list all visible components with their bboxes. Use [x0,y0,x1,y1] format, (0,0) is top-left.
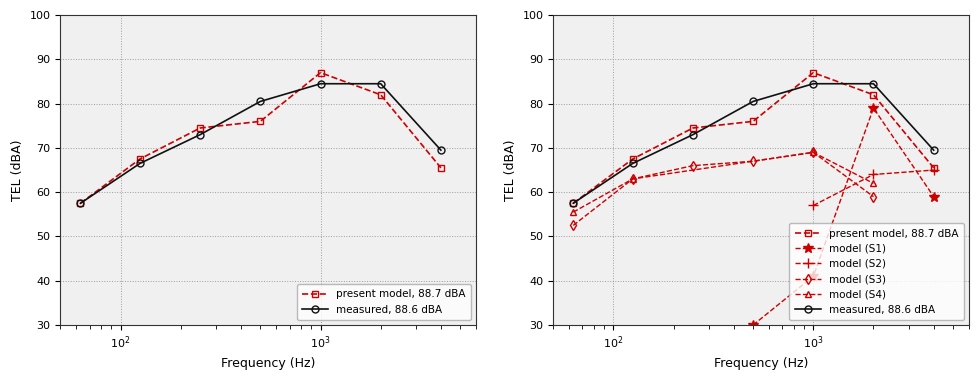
measured, 88.6 dBA [687,132,699,137]
measured, 88.6 dBA [435,148,447,152]
present model, 88.7 dBA [747,119,759,124]
measured, 88.6 dBA [808,82,819,86]
model (S3) [567,223,579,228]
measured, 88.6 dBA [627,161,639,166]
measured, 88.6 dBA [928,148,940,152]
model (S2) [867,172,879,177]
model (S3) [808,150,819,155]
measured, 88.6 dBA [747,99,759,104]
model (S2) [808,203,819,208]
Y-axis label: TEL (dBA): TEL (dBA) [11,139,24,201]
present model, 88.7 dBA [928,166,940,170]
X-axis label: Frequency (Hz): Frequency (Hz) [221,357,316,370]
present model, 88.7 dBA [567,201,579,206]
present model, 88.7 dBA [374,93,386,97]
model (S4) [627,177,639,181]
model (S3) [687,163,699,168]
model (S1) [867,106,879,110]
model (S2) [928,168,940,172]
present model, 88.7 dBA [687,126,699,130]
model (S3) [747,159,759,163]
measured, 88.6 dBA [374,82,386,86]
Y-axis label: TEL (dBA): TEL (dBA) [504,139,516,201]
measured, 88.6 dBA [74,201,86,206]
Legend: present model, 88.7 dBA, model (S1), model (S2), model (S3), model (S4), measure: present model, 88.7 dBA, model (S1), mod… [789,223,963,320]
present model, 88.7 dBA [315,70,326,75]
model (S3) [627,177,639,181]
present model, 88.7 dBA [808,70,819,75]
Line: measured, 88.6 dBA: measured, 88.6 dBA [569,80,937,207]
Line: measured, 88.6 dBA: measured, 88.6 dBA [77,80,444,207]
Line: model (S1): model (S1) [749,103,939,330]
measured, 88.6 dBA [255,99,267,104]
present model, 88.7 dBA [134,157,146,161]
measured, 88.6 dBA [867,82,879,86]
measured, 88.6 dBA [315,82,326,86]
model (S4) [867,181,879,186]
model (S4) [808,150,819,155]
present model, 88.7 dBA [435,166,447,170]
present model, 88.7 dBA [194,126,206,130]
measured, 88.6 dBA [567,201,579,206]
present model, 88.7 dBA [255,119,267,124]
Line: present model, 88.7 dBA: present model, 88.7 dBA [569,69,937,207]
model (S3) [867,194,879,199]
model (S1) [747,323,759,327]
model (S1) [808,274,819,279]
measured, 88.6 dBA [134,161,146,166]
measured, 88.6 dBA [194,132,206,137]
present model, 88.7 dBA [74,201,86,206]
Line: model (S2): model (S2) [808,165,939,210]
X-axis label: Frequency (Hz): Frequency (Hz) [713,357,808,370]
present model, 88.7 dBA [867,93,879,97]
Line: model (S4): model (S4) [569,149,877,216]
model (S4) [567,210,579,215]
Line: present model, 88.7 dBA: present model, 88.7 dBA [77,69,444,207]
model (S1) [928,194,940,199]
Line: model (S3): model (S3) [569,149,877,229]
Legend: present model, 88.7 dBA, measured, 88.6 dBA: present model, 88.7 dBA, measured, 88.6 … [297,284,471,320]
present model, 88.7 dBA [627,157,639,161]
